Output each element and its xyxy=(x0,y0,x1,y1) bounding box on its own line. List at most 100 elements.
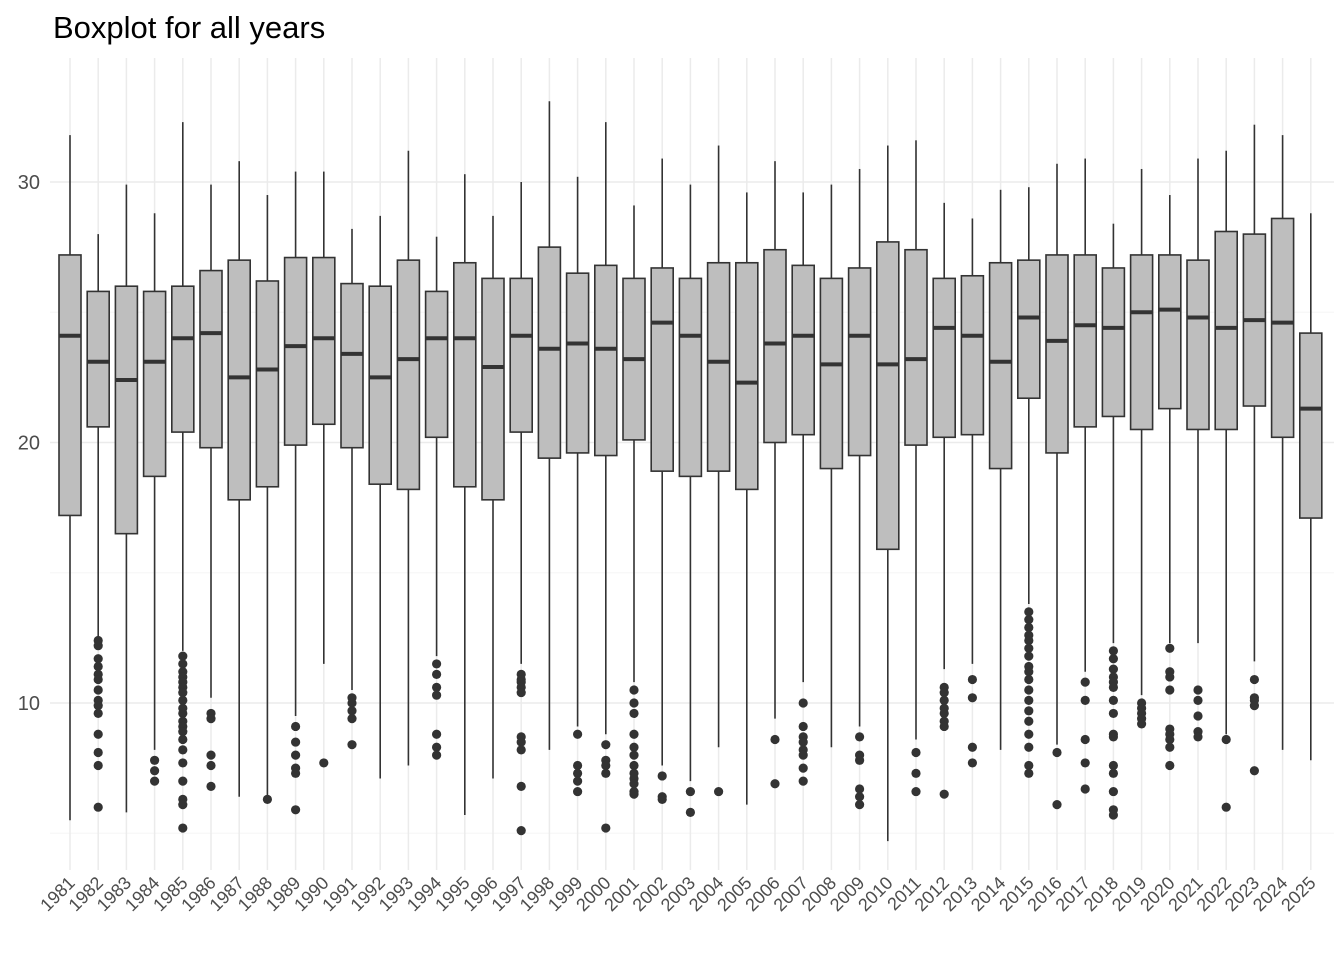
outlier-point xyxy=(178,727,188,737)
outlier-point xyxy=(291,805,301,815)
box-2014 xyxy=(988,189,1013,750)
box-iqr xyxy=(988,261,1013,470)
y-tick-label: 30 xyxy=(18,172,40,194)
box-iqr xyxy=(86,290,110,428)
outlier-point xyxy=(911,786,921,797)
outlier-point xyxy=(432,669,442,679)
box-iqr xyxy=(255,280,280,488)
box-2016 xyxy=(1045,163,1069,810)
outlier-point xyxy=(1080,784,1090,794)
outlier-point xyxy=(93,760,103,771)
box-1994 xyxy=(424,236,449,760)
outlier-point xyxy=(939,721,949,732)
outlier-point xyxy=(1108,760,1118,771)
outlier-point xyxy=(206,750,216,760)
box-iqr xyxy=(368,285,393,485)
box-1995 xyxy=(452,174,477,816)
outlier-point xyxy=(1221,734,1231,745)
outlier-point xyxy=(178,823,188,833)
outlier-point xyxy=(178,687,188,698)
outlier-point xyxy=(93,685,103,695)
outlier-point xyxy=(1165,643,1175,653)
outlier-point xyxy=(629,698,639,708)
outlier-point xyxy=(1024,674,1034,685)
outlier-point xyxy=(1052,747,1062,758)
outlier-point xyxy=(93,729,103,739)
outlier-point xyxy=(714,786,724,797)
outlier-point xyxy=(93,674,103,685)
y-tick-label: 20 xyxy=(18,433,40,455)
box-iqr xyxy=(1045,254,1069,454)
box-iqr xyxy=(114,285,139,535)
box-iqr xyxy=(171,285,195,433)
outlier-point xyxy=(1024,622,1034,633)
box-2005 xyxy=(734,192,759,805)
outlier-point xyxy=(432,742,442,752)
outlier-point xyxy=(967,742,978,752)
outlier-point xyxy=(1024,695,1034,705)
box-series xyxy=(58,101,1323,842)
outlier-point xyxy=(1108,664,1118,674)
outlier-point xyxy=(967,758,978,768)
outlier-point xyxy=(432,729,442,739)
outlier-point xyxy=(573,776,583,786)
box-2019 xyxy=(1129,168,1154,729)
outlier-point xyxy=(516,781,526,791)
outlier-point xyxy=(629,685,639,695)
box-2018 xyxy=(1101,223,1126,820)
outlier-point xyxy=(347,714,357,724)
outlier-point xyxy=(601,760,611,771)
outlier-point xyxy=(150,776,160,786)
outlier-point xyxy=(629,729,639,739)
outlier-point xyxy=(1108,682,1118,692)
box-1988 xyxy=(255,195,280,804)
box-iqr xyxy=(199,269,223,449)
chart-title: Boxplot for all years xyxy=(53,10,326,45)
outlier-point xyxy=(629,708,639,719)
outlier-point xyxy=(798,737,808,747)
box-1989 xyxy=(283,171,308,815)
outlier-point xyxy=(573,729,583,739)
outlier-point xyxy=(432,682,442,692)
box-2008 xyxy=(819,184,844,748)
outlier-point xyxy=(291,750,301,760)
outlier-point xyxy=(93,701,103,711)
outlier-point xyxy=(1193,695,1203,705)
outlier-point xyxy=(1024,706,1034,716)
box-iqr xyxy=(537,246,562,459)
box-1991 xyxy=(340,228,364,750)
outlier-point xyxy=(1024,643,1034,653)
outlier-point xyxy=(347,698,357,708)
outlier-point xyxy=(516,745,526,755)
outlier-point xyxy=(1193,711,1203,721)
outlier-point xyxy=(1165,742,1175,752)
outlier-point xyxy=(1249,674,1259,685)
outlier-point xyxy=(967,674,978,685)
box-2001 xyxy=(622,205,646,799)
box-2011 xyxy=(904,140,928,797)
box-iqr xyxy=(763,248,787,444)
outlier-point xyxy=(1080,758,1090,768)
outlier-point xyxy=(685,786,696,797)
outlier-point xyxy=(150,755,160,765)
box-2004 xyxy=(706,145,731,797)
box-iqr xyxy=(904,248,928,446)
box-2025 xyxy=(1299,213,1323,761)
box-1983 xyxy=(114,184,139,813)
outlier-point xyxy=(1024,742,1034,752)
box-iqr xyxy=(1073,254,1097,428)
outlier-point xyxy=(93,654,103,664)
box-1992 xyxy=(368,215,393,779)
outlier-point xyxy=(629,742,639,752)
box-iqr xyxy=(509,277,534,433)
box-iqr xyxy=(1129,254,1154,431)
outlier-point xyxy=(178,708,188,719)
box-iqr xyxy=(565,272,590,454)
outlier-point xyxy=(601,768,611,778)
box-1999 xyxy=(565,176,590,797)
box-iqr xyxy=(227,259,251,501)
outlier-point xyxy=(911,747,921,758)
outlier-point xyxy=(798,750,808,760)
box-2009 xyxy=(847,168,872,810)
outlier-point xyxy=(770,734,780,745)
